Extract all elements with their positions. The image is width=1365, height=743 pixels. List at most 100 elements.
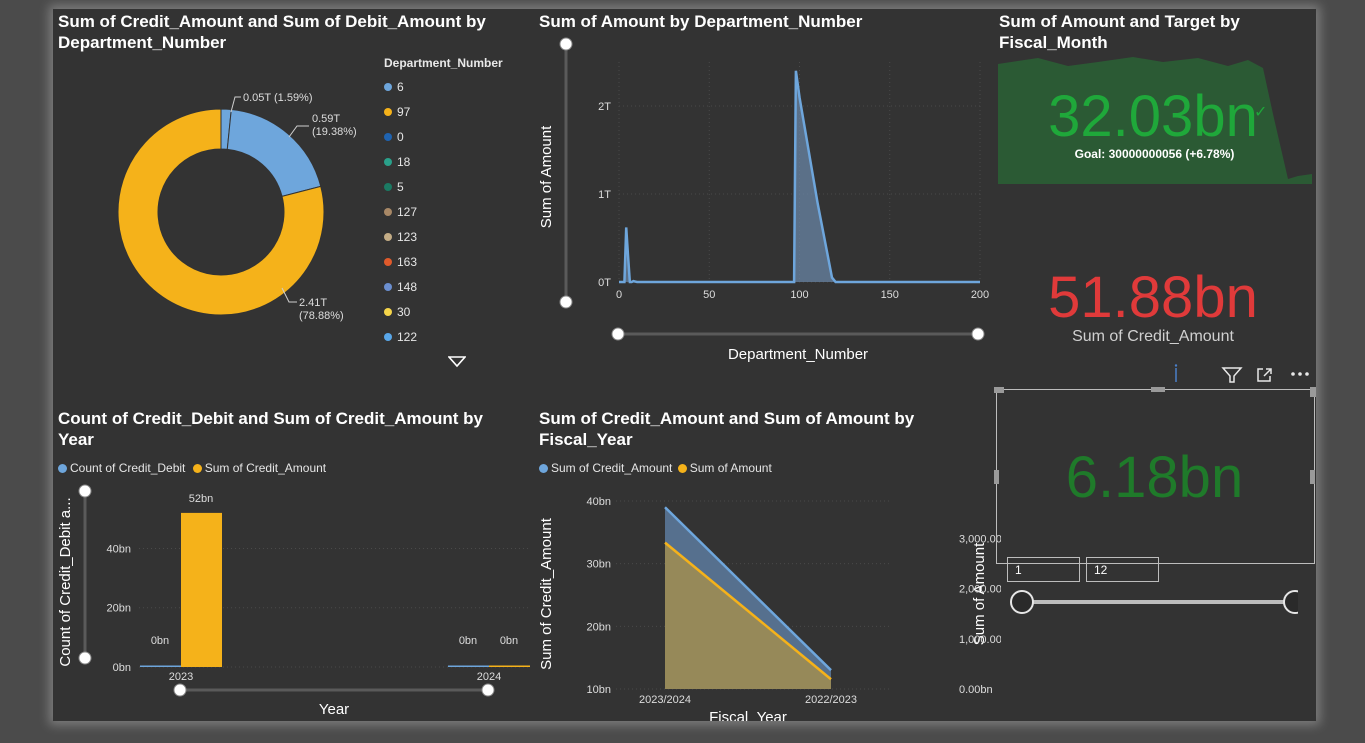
year-bar-legend: Count of Credit_Debit Sum of Credit_Amou… (58, 461, 326, 475)
kpi-trend-area (998, 57, 1312, 184)
y-tick-label-right: 1,000.00bn (959, 634, 1001, 646)
donut-title-line-1: Sum of Credit_Amount and Sum of Debit_Am… (58, 12, 486, 31)
legend-dot-icon (384, 208, 392, 216)
year-x-tick-2023: 2023 (169, 671, 193, 683)
legend-dot-icon (384, 258, 392, 266)
legend-label: 5 (397, 180, 404, 194)
kpi-target-title-line-2: Fiscal_Month (999, 33, 1108, 52)
legend-item-97[interactable]: 97 (384, 105, 410, 119)
leader-line-blue (288, 125, 309, 138)
year-legend-item-sum[interactable]: Sum of Credit_Amount (192, 461, 327, 475)
dept-y-zoom-handle-bottom[interactable] (559, 295, 573, 309)
resize-handle-top-right[interactable] (1310, 387, 1316, 397)
legend-item-18[interactable]: 18 (384, 155, 410, 169)
legend-dot-icon (384, 83, 392, 91)
year-y-axis-label: Count of Credit_Debit a... (57, 497, 74, 666)
year-y-zoom-handle-top[interactable] (78, 484, 92, 498)
dept-y-axis-label: Sum of Amount (538, 125, 555, 228)
legend-scroll-down-icon[interactable] (448, 356, 466, 368)
legend-label: 148 (397, 280, 418, 294)
kpi-slicer-visual[interactable] (994, 387, 1316, 564)
legend-label: 18 (397, 155, 411, 169)
donut-label-blue-percent: (19.38%) (312, 126, 357, 138)
dept-x-zoom-handle-left[interactable] (611, 327, 625, 341)
year-bars[interactable] (140, 512, 530, 668)
year-x-zoom-handle-right[interactable] (481, 683, 495, 697)
dept-y-ticks: 0T 1T 2T (598, 101, 611, 289)
x-tick-label: 0 (616, 289, 622, 301)
legend-dot-icon (384, 333, 392, 341)
legend-item-127[interactable]: 127 (384, 205, 417, 219)
year-y-ticks: 0bn 20bn 40bn (107, 543, 131, 674)
donut-slices[interactable] (117, 108, 325, 316)
bar-2023-sum[interactable] (181, 512, 222, 667)
donut-label-orange-percent: (78.88%) (299, 310, 344, 322)
donut-label-small: 0.05T (1.59%) (243, 92, 313, 104)
donut-slice-2[interactable] (226, 108, 322, 197)
fiscal-area-chart[interactable]: Sum of Credit_Amount Sum of Amount 10bn 2… (531, 484, 1001, 721)
year-legend-item-count[interactable]: Count of Credit_Debit (58, 461, 185, 475)
resize-handle-right[interactable] (1310, 470, 1315, 484)
legend-item-30[interactable]: 30 (384, 305, 410, 319)
legend-item-6[interactable]: 6 (384, 80, 404, 94)
fiscal-legend-item-credit[interactable]: Sum of Credit_Amount (539, 461, 672, 475)
legend-item-0[interactable]: 0 (384, 130, 404, 144)
legend-dot-icon (192, 464, 202, 473)
fiscal-y-ticks-left: 10bn 20bn 30bn 40bn (587, 496, 611, 696)
bar-2024-count[interactable] (448, 665, 489, 668)
info-icon[interactable] (1173, 364, 1179, 384)
range-slider[interactable] (1008, 587, 1298, 619)
year-bar-title-line-2: Year (58, 430, 94, 449)
donut-label-orange-value: 2.41T (299, 297, 327, 309)
year-bar-chart[interactable]: Count of Credit_Debit a... 0bn 20bn 40bn 2… (53, 484, 533, 721)
legend-label: 127 (397, 205, 418, 219)
y-tick-label: 20bn (107, 603, 131, 615)
goal-met-check-icon: ✓ (1254, 104, 1268, 121)
legend-dot-icon (384, 108, 392, 116)
kpi-target-title-line-1: Sum of Amount and Target by (999, 12, 1240, 31)
bar-2023-count[interactable] (140, 665, 181, 668)
dept-x-zoom-handle-right[interactable] (971, 327, 985, 341)
fiscal-areas[interactable] (664, 506, 832, 689)
donut-chart-title: Sum of Credit_Amount and Sum of Debit_Am… (58, 11, 518, 53)
resize-handle-top[interactable] (1151, 387, 1165, 392)
year-legend-sum-label: Sum of Credit_Amount (204, 461, 327, 475)
legend-dot-icon (384, 283, 392, 291)
donut-chart[interactable]: 0.05T (1.59%) 0.59T (19.38%) 2.41T (78.8… (93, 84, 413, 344)
fiscal-area-title: Sum of Credit_Amount and Sum of Amount b… (539, 408, 979, 450)
y-tick-label: 0T (598, 277, 611, 289)
fiscal-x-tick-2022-2023: 2022/2023 (805, 694, 857, 706)
dept-area-title: Sum of Amount by Department_Number (539, 12, 863, 31)
range-slider-handle-end[interactable] (1283, 590, 1298, 614)
legend-label: 163 (397, 255, 418, 269)
fiscal-y-axis-label-right: Sum of Amount (971, 542, 988, 645)
donut-slice-3[interactable] (117, 108, 325, 316)
y-tick-label-left: 20bn (587, 621, 611, 633)
fiscal-legend-item-amount[interactable]: Sum of Amount (677, 461, 772, 475)
bar-2024-sum[interactable] (489, 665, 530, 668)
focus-mode-icon[interactable] (1255, 366, 1275, 384)
legend-item-163[interactable]: 163 (384, 255, 417, 269)
range-start-input[interactable]: 1 (1007, 557, 1080, 582)
range-slider-handle-start[interactable] (1010, 590, 1034, 614)
year-legend-count-label: Count of Credit_Debit (70, 461, 186, 475)
resize-handle-left[interactable] (994, 470, 999, 484)
range-end-input[interactable]: 12 (1086, 557, 1159, 582)
year-data-label-2024-sum: 0bn (500, 635, 518, 647)
donut-legend: Department_Number 6 97 0 18 5 127 123 163 148 30 1… (384, 56, 524, 356)
legend-dot-icon (384, 133, 392, 141)
filter-icon[interactable] (1221, 366, 1243, 384)
year-y-zoom-handle-bottom[interactable] (78, 651, 92, 665)
legend-item-122[interactable]: 122 (384, 330, 417, 344)
fiscal-amount-area[interactable] (665, 542, 831, 689)
dept-y-zoom-handle-top[interactable] (559, 37, 573, 51)
resize-handle-top-left[interactable] (994, 387, 1004, 393)
legend-item-123[interactable]: 123 (384, 230, 417, 244)
legend-item-148[interactable]: 148 (384, 280, 417, 294)
legend-label: 97 (397, 105, 411, 119)
more-options-icon[interactable] (1289, 368, 1311, 380)
year-x-zoom-handle-left[interactable] (173, 683, 187, 697)
year-data-label-2023-count: 0bn (151, 635, 169, 647)
legend-item-5[interactable]: 5 (384, 180, 404, 194)
dept-area-chart[interactable]: Sum of Amount 0T 1T 2T 0 50 100 150 200 Depart… (531, 37, 1001, 377)
